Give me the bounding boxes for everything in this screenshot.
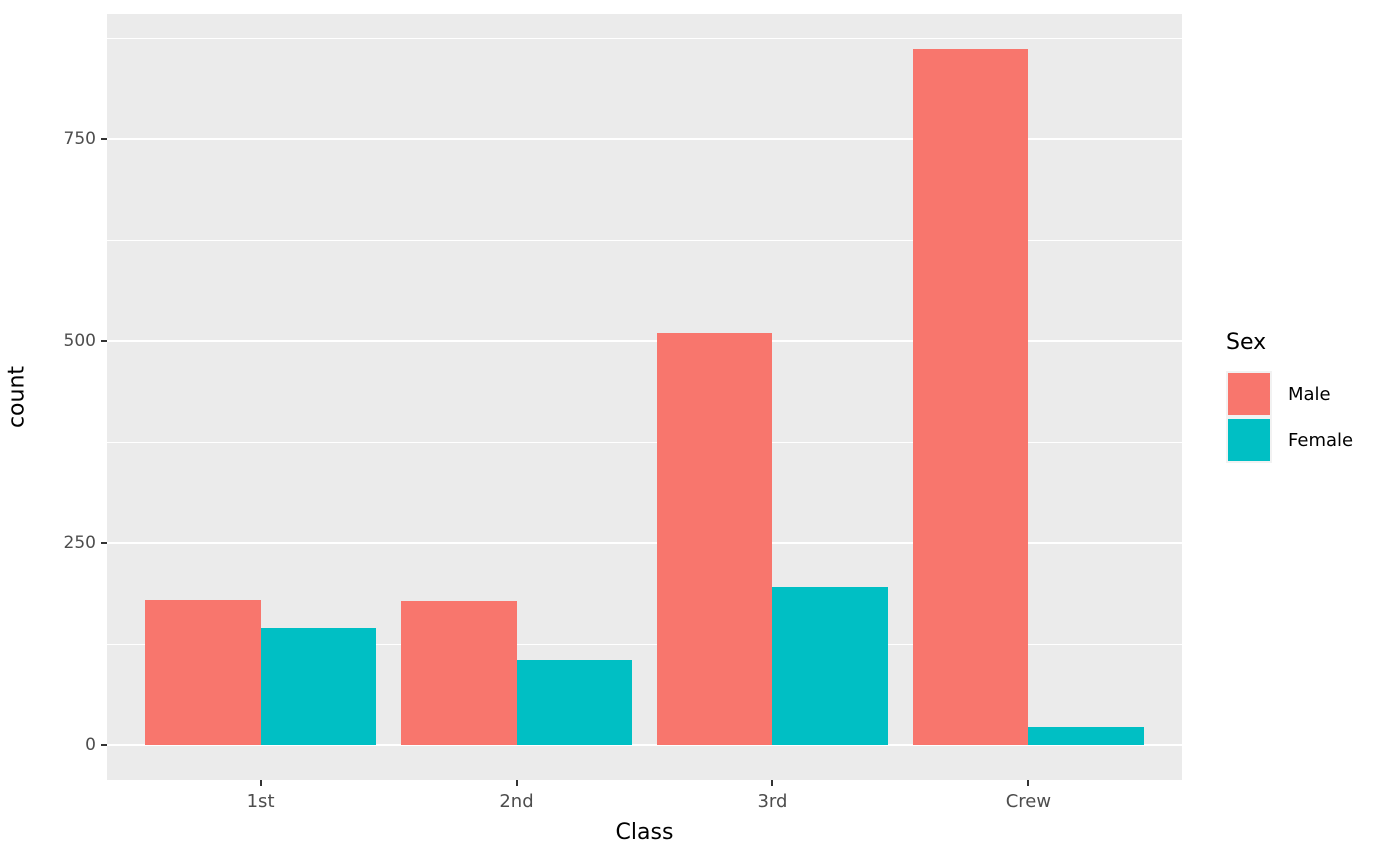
gridline-major bbox=[107, 138, 1182, 141]
legend-swatch-female bbox=[1226, 417, 1272, 463]
bar-female-3rd bbox=[772, 586, 888, 746]
bar-female-1st bbox=[260, 628, 376, 746]
legend-title: Sex bbox=[1226, 330, 1267, 355]
y-tick-label: 500 bbox=[63, 330, 96, 351]
y-tick-label: 750 bbox=[63, 128, 96, 149]
bar-male-2nd bbox=[401, 600, 517, 746]
gridline-major bbox=[107, 340, 1182, 343]
y-tick-label: 250 bbox=[63, 532, 96, 553]
y-axis-title: count bbox=[4, 365, 30, 429]
x-axis-tick bbox=[771, 780, 774, 786]
legend-label: Female bbox=[1288, 429, 1354, 451]
gridline-minor bbox=[107, 643, 1182, 645]
legend-item-female: Female bbox=[1226, 417, 1353, 463]
bar-female-2nd bbox=[516, 659, 632, 746]
y-axis-tick bbox=[101, 744, 107, 747]
x-tick-label: 3rd bbox=[757, 791, 788, 812]
legend-label: Male bbox=[1288, 383, 1331, 405]
legend: Sex Male Female bbox=[1226, 330, 1353, 463]
gridline-minor bbox=[107, 37, 1182, 39]
y-axis-tick bbox=[101, 138, 107, 141]
legend-swatch-male bbox=[1226, 371, 1272, 417]
bar-male-3rd bbox=[657, 333, 773, 746]
y-tick-label: 0 bbox=[85, 734, 96, 755]
x-axis-title: Class bbox=[615, 820, 674, 845]
x-axis-tick bbox=[259, 780, 262, 786]
bar-male-1st bbox=[145, 599, 261, 746]
y-axis-tick bbox=[101, 340, 107, 343]
legend-items: Male Female bbox=[1226, 371, 1353, 463]
x-axis-tick bbox=[515, 780, 518, 786]
plot-panel bbox=[107, 14, 1182, 780]
bar-female-crew bbox=[1028, 726, 1144, 746]
legend-item-male: Male bbox=[1226, 371, 1353, 417]
x-tick-label: 2nd bbox=[499, 791, 534, 812]
gridline-major bbox=[107, 542, 1182, 545]
gridline-major bbox=[107, 744, 1182, 747]
bar-male-crew bbox=[913, 48, 1029, 746]
x-axis-tick bbox=[1027, 780, 1030, 786]
x-tick-label: Crew bbox=[1005, 791, 1052, 812]
x-tick-label: 1st bbox=[246, 791, 275, 812]
gridline-minor bbox=[107, 239, 1182, 241]
y-axis-tick bbox=[101, 542, 107, 545]
gridline-minor bbox=[107, 441, 1182, 443]
